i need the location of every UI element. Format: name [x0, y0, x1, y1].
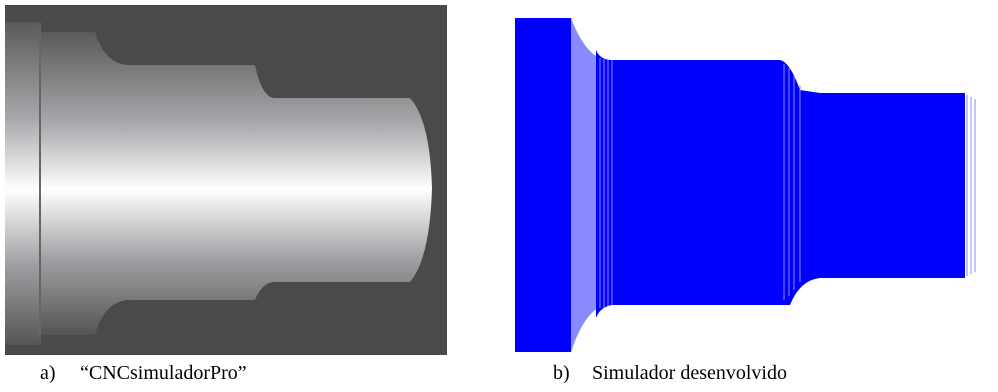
simulator-b-image	[515, 18, 975, 352]
caption: “CNCsimuladorPro”	[80, 362, 247, 385]
figure-images	[0, 0, 998, 392]
caption-label: b)	[553, 362, 570, 385]
figure: a) “CNCsimuladorPro” b) Simulador desenv…	[0, 0, 998, 392]
simulator-a-image	[5, 5, 447, 355]
caption-label: a)	[40, 362, 56, 385]
caption: Simulador desenvolvido	[592, 362, 787, 385]
